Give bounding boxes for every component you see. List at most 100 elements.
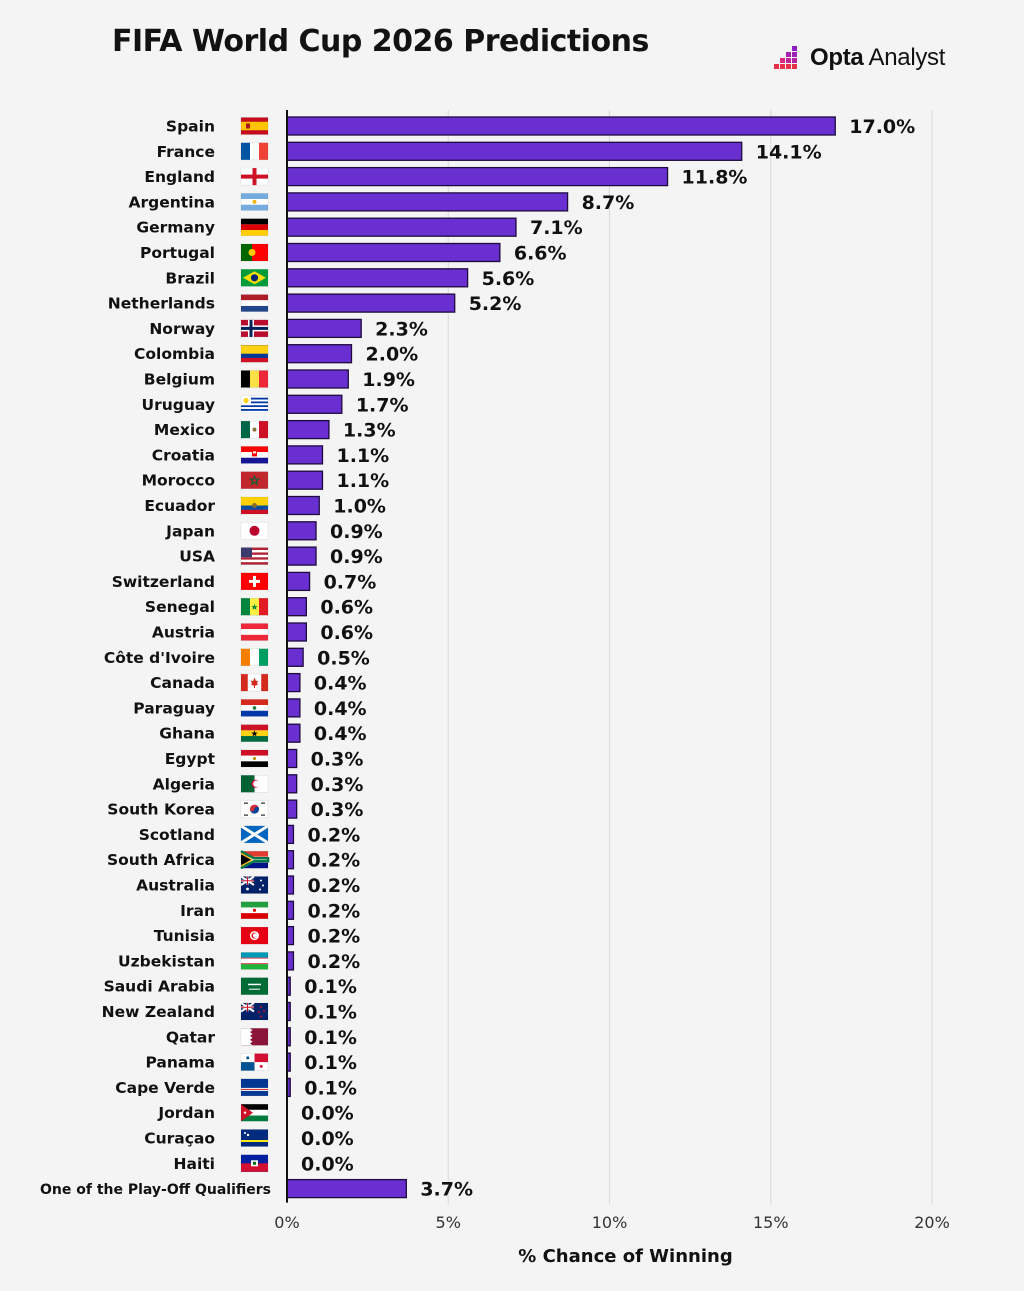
category-label: One of the Play-Off Qualifiers — [40, 1182, 271, 1198]
category-label: Curaçao — [144, 1130, 215, 1148]
morocco-flag-icon — [240, 471, 269, 489]
category-label: Morocco — [142, 472, 215, 490]
category-label: Jordan — [157, 1104, 215, 1122]
category-label: Uruguay — [142, 396, 215, 414]
austria-flag-icon — [240, 623, 269, 641]
category-label: Qatar — [166, 1028, 216, 1046]
netherlands-flag-icon — [240, 294, 269, 312]
x-tick-label: 20% — [914, 1213, 950, 1232]
south-korea-flag-icon — [240, 800, 269, 818]
bar — [286, 293, 456, 313]
egypt-flag-icon — [240, 749, 269, 768]
value-label: 1.1% — [336, 445, 389, 467]
uzbekistan-flag-icon — [240, 952, 269, 970]
bar — [286, 521, 317, 541]
saudi-arabia-flag-icon — [240, 977, 269, 995]
value-label: 0.6% — [320, 622, 373, 644]
colombia-flag-icon — [240, 344, 269, 363]
bar — [286, 597, 308, 617]
value-label: 0.0% — [301, 1153, 354, 1175]
ecuador-flag-icon — [240, 496, 269, 515]
bar — [286, 647, 304, 667]
bar — [286, 116, 836, 136]
value-label: 11.8% — [682, 167, 748, 189]
uruguay-flag-icon — [240, 395, 269, 414]
south-africa-flag-icon — [240, 850, 270, 870]
bar — [286, 394, 343, 414]
category-label: Côte d'Ivoire — [104, 649, 215, 667]
senegal-flag-icon — [240, 597, 269, 616]
category-label: Argentina — [129, 193, 216, 211]
england-flag-icon — [240, 167, 269, 186]
category-label: Mexico — [154, 421, 215, 439]
tunisia-flag-icon — [240, 926, 269, 945]
category-label: Portugal — [140, 244, 215, 262]
bar — [286, 217, 517, 237]
category-label: Haiti — [174, 1155, 215, 1173]
x-axis-label: % Chance of Winning — [518, 1246, 732, 1267]
germany-flag-icon — [240, 218, 269, 236]
category-label: France — [157, 143, 215, 161]
value-labels: 17.0% 14.1% 11.8% 8.7% 7.1% 6.6% 5.6% 5.2% 2.3% 2… — [301, 116, 915, 1201]
bar — [286, 141, 743, 161]
panama-flag-icon — [240, 1053, 269, 1071]
value-label: 0.1% — [304, 1002, 357, 1024]
value-label: 17.0% — [849, 116, 915, 138]
category-label: Panama — [145, 1054, 215, 1072]
value-label: 0.0% — [301, 1128, 354, 1150]
value-label: 5.6% — [482, 268, 535, 290]
value-label: 0.4% — [314, 723, 367, 745]
haiti-flag-icon — [240, 1154, 269, 1173]
qatar-flag-icon — [240, 1028, 269, 1046]
category-label: USA — [179, 548, 215, 566]
jordan-flag-icon — [240, 1103, 269, 1122]
croatia-flag-icon — [240, 446, 269, 464]
value-label: 1.0% — [333, 496, 386, 518]
x-tick-labels: 0% 5% 10% 15% 20% — [274, 1213, 949, 1232]
curacao-flag-icon — [240, 1129, 269, 1147]
x-tick-label: 10% — [592, 1213, 628, 1232]
value-label: 5.2% — [469, 293, 522, 315]
value-label: 0.6% — [320, 597, 373, 619]
category-label: Tunisia — [154, 927, 215, 945]
scotland-flag-icon — [240, 824, 269, 845]
ghana-flag-icon — [240, 724, 269, 742]
opta-logo-icon — [774, 46, 797, 69]
category-label: Australia — [136, 877, 215, 895]
category-label: New Zealand — [102, 1003, 215, 1021]
new-zealand-flag-icon — [240, 1002, 269, 1021]
bar — [286, 723, 301, 743]
bar — [286, 495, 320, 516]
category-label: Colombia — [134, 345, 215, 363]
value-label: 2.0% — [366, 344, 419, 366]
grid-lines — [447, 110, 933, 1205]
category-label: Austria — [152, 624, 215, 642]
value-label: 0.1% — [304, 1052, 357, 1074]
category-label: Ecuador — [144, 497, 215, 515]
value-label: 0.2% — [307, 951, 360, 973]
category-label: Netherlands — [108, 295, 215, 313]
brand-name: Opta Analyst — [810, 44, 946, 71]
bar — [286, 774, 298, 794]
belgium-flag-icon — [240, 370, 269, 388]
x-tick-label: 5% — [436, 1213, 461, 1232]
value-label: 0.2% — [307, 875, 360, 897]
switzerland-flag-icon — [240, 572, 269, 591]
value-label: 0.2% — [307, 900, 360, 922]
bar — [286, 318, 362, 339]
value-label: 2.3% — [375, 318, 428, 340]
canada-flag-icon — [240, 673, 269, 692]
category-label: Canada — [150, 674, 215, 692]
category-label: Egypt — [165, 750, 216, 768]
australia-flag-icon — [240, 875, 269, 894]
value-label: 0.3% — [311, 774, 364, 796]
japan-flag-icon — [240, 522, 269, 540]
bar — [286, 622, 308, 642]
bar — [286, 192, 569, 212]
value-label: 0.9% — [330, 546, 383, 568]
value-label: 1.3% — [343, 420, 396, 442]
value-label: 0.1% — [304, 1077, 357, 1099]
category-label: Scotland — [139, 826, 215, 844]
portugal-flag-icon — [240, 243, 269, 262]
